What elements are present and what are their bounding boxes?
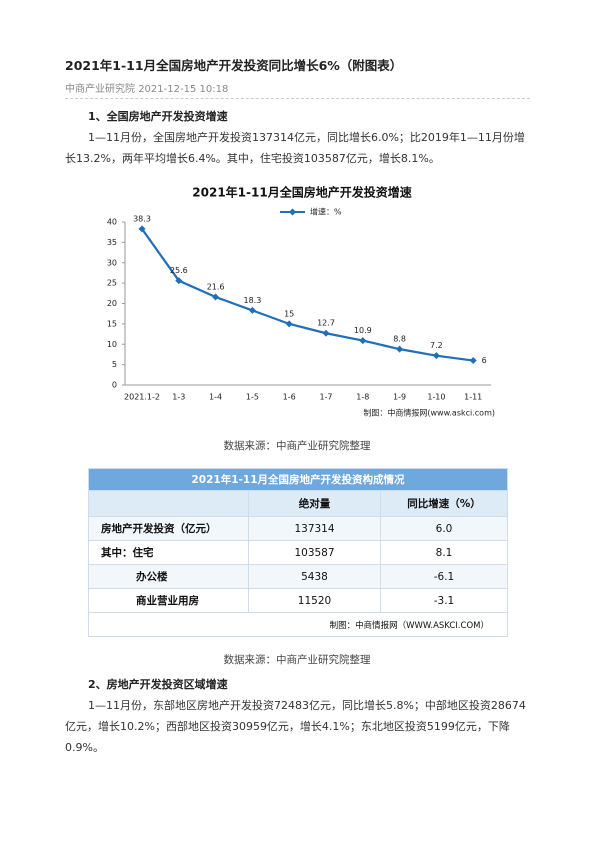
data-label: 6 <box>482 356 487 365</box>
table-cell: 其中：住宅 <box>88 540 249 565</box>
data-label: 8.8 <box>393 335 406 344</box>
section-heading: 2、房地产开发投资区域增速 <box>88 678 228 691</box>
table-cell: 8.1 <box>380 540 508 565</box>
table-cell: 同比增速（%） <box>380 490 508 517</box>
table-cell: 6.0 <box>380 516 508 541</box>
table-row: 房地产开发投资（亿元） 137314 6.0 <box>88 516 508 541</box>
y-tick-label: 5 <box>112 360 117 369</box>
table-cell: 商业营业用房 <box>88 588 249 613</box>
data-label: 15 <box>284 309 294 318</box>
data-point <box>248 306 256 314</box>
data-point <box>285 320 293 328</box>
table-cell: 制图：中商情报网（WWW.ASKCI.COM） <box>88 612 508 637</box>
data-label: 25.6 <box>170 266 188 275</box>
meta: 中商产业研究院 2021-12-15 10:18 <box>65 80 228 95</box>
table-cell: 房地产开发投资（亿元） <box>88 516 249 541</box>
data-point <box>212 293 220 301</box>
data-point <box>175 277 183 285</box>
section-heading: 1、全国房地产开发投资增速 <box>88 110 228 123</box>
data-point <box>138 225 146 233</box>
table-row: 其中：住宅 103587 8.1 <box>88 540 508 565</box>
chart-title: 2021年1-11月全国房地产开发投资增速 <box>192 185 411 200</box>
data-label: 12.7 <box>317 319 335 328</box>
table-cell: 103587 <box>248 540 381 565</box>
table-row: 2021年1-11月全国房地产开发投资构成情况 <box>88 468 508 491</box>
data-point <box>432 352 440 360</box>
legend-label: 增速：% <box>310 207 342 217</box>
x-tick-label: 1-8 <box>356 393 369 402</box>
data-point <box>322 329 330 337</box>
table-row: 绝对量 同比增速（%） <box>88 490 508 517</box>
data-table: 2021年1-11月全国房地产开发投资构成情况 绝对量 同比增速（%） 房地产开发投资… <box>88 468 508 637</box>
table-cell: -3.1 <box>380 588 508 613</box>
chart-credit: 制图：中商情报网(www.askci.com) <box>363 408 495 418</box>
table-cell: -6.1 <box>380 564 508 589</box>
y-tick-label: 40 <box>107 218 117 227</box>
source: 中商产业研究院 <box>65 84 135 95</box>
date: 2021-12-15 10:18 <box>138 84 229 95</box>
table-cell: 11520 <box>248 588 381 613</box>
divider <box>65 98 530 99</box>
y-tick-label: 25 <box>107 279 117 288</box>
y-tick-label: 30 <box>107 258 117 267</box>
data-label: 21.6 <box>207 282 225 291</box>
x-tick-label: 1-10 <box>427 393 445 402</box>
article-title: 2021年1-11月全国房地产开发投资同比增长6%（附图表） <box>65 58 403 73</box>
x-tick-label: 1-5 <box>246 393 259 402</box>
chart: 2021年1-11月全国房地产开发投资增速 0 5 10 15 20 25 30 35 40 20… <box>107 185 495 418</box>
table-cell: 2021年1-11月全国房地产开发投资构成情况 <box>88 468 508 491</box>
y-tick-label: 20 <box>107 299 117 308</box>
data-point <box>359 337 367 345</box>
legend-marker <box>289 208 296 216</box>
data-label: 38.3 <box>133 214 151 223</box>
data-label: 10.9 <box>354 326 372 335</box>
table-cell: 办公楼 <box>88 564 249 589</box>
x-tick-label: 1-7 <box>319 393 332 402</box>
x-tick-label: 1-9 <box>393 393 406 402</box>
caption: 数据来源：中商产业研究院整理 <box>223 440 371 452</box>
table-cell: 137314 <box>248 516 381 541</box>
table-row: 办公楼 5438 -6.1 <box>88 564 508 589</box>
x-tick-label: 1-11 <box>464 393 482 402</box>
y-tick-label: 35 <box>107 238 117 247</box>
caption: 数据来源：中商产业研究院整理 <box>223 654 371 666</box>
paragraph: 1—11月份，全国房地产开发投资137314亿元，同比增长6.0%；比2019年… <box>65 131 525 165</box>
table-cell: 5438 <box>248 564 381 589</box>
table-cell <box>88 490 249 517</box>
table-cell: 绝对量 <box>248 490 381 517</box>
y-tick-label: 10 <box>107 340 117 349</box>
y-tick-label: 0 <box>112 381 117 390</box>
table-row: 制图：中商情报网（WWW.ASKCI.COM） <box>88 612 508 637</box>
x-tick-label: 1-4 <box>209 393 222 402</box>
table-row: 商业营业用房 11520 -3.1 <box>88 588 508 613</box>
paragraph: 1—11月份，东部地区房地产开发投资72483亿元，同比增长5.8%；中部地区投… <box>65 699 526 754</box>
data-label: 18.3 <box>243 296 261 305</box>
data-label: 7.2 <box>430 341 443 350</box>
y-tick-label: 15 <box>107 319 117 328</box>
x-tick-label: 1-6 <box>283 393 296 402</box>
data-point <box>469 357 477 365</box>
x-tick-label: 1-3 <box>172 393 185 402</box>
data-point <box>396 345 404 353</box>
data-line <box>141 228 474 362</box>
x-tick-label: 2021.1-2 <box>124 393 160 402</box>
